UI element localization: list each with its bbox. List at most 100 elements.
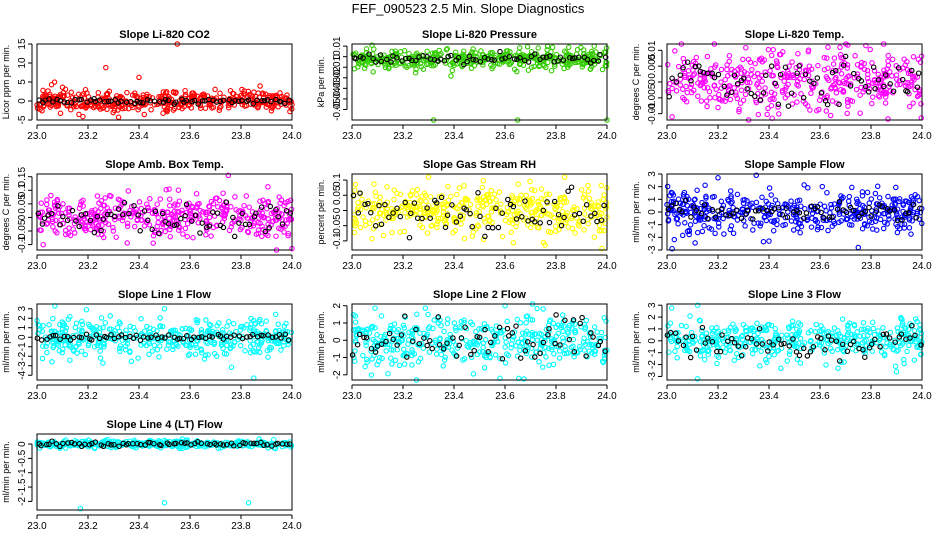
data-point <box>226 97 232 103</box>
data-point <box>473 50 479 56</box>
x-tick-label: 23.0 <box>342 261 362 272</box>
data-point <box>863 337 869 343</box>
data-point <box>890 196 896 203</box>
data-point <box>73 320 80 326</box>
data-point <box>40 323 46 329</box>
data-point <box>435 314 442 320</box>
data-point <box>437 215 444 222</box>
data-point <box>524 339 531 345</box>
data-point <box>35 210 42 217</box>
y-axis-label: ml/min per min. <box>631 311 641 373</box>
data-point <box>230 214 236 221</box>
data-point <box>910 100 916 106</box>
data-point <box>890 88 897 94</box>
data-point <box>858 326 865 333</box>
data-point <box>591 234 598 240</box>
data-point <box>95 89 102 96</box>
data-point <box>256 349 263 356</box>
data-point <box>124 220 131 227</box>
data-point <box>385 370 391 377</box>
data-point <box>672 330 679 336</box>
data-point <box>96 200 102 206</box>
panel-title: Slope Li-820 CO2 <box>119 29 209 41</box>
data-point <box>273 96 279 103</box>
data-point <box>115 196 122 202</box>
data-point <box>140 94 147 101</box>
data-point <box>522 331 529 337</box>
data-point <box>176 104 182 111</box>
data-point <box>220 345 226 352</box>
data-point <box>805 103 811 109</box>
data-point <box>837 80 843 86</box>
data-point <box>763 72 769 79</box>
data-point <box>413 57 419 64</box>
panel-title: Slope Line 4 (LT) Flow <box>107 419 223 431</box>
data-point <box>389 229 395 236</box>
data-point <box>679 209 685 215</box>
data-point <box>686 338 693 344</box>
data-point <box>752 93 758 100</box>
data-point <box>98 315 105 321</box>
data-point <box>901 221 908 227</box>
data-point <box>353 333 360 339</box>
data-point <box>381 341 388 348</box>
data-point <box>80 113 86 120</box>
data-point <box>468 351 474 358</box>
data-point <box>844 65 851 71</box>
data-point <box>391 187 398 193</box>
data-point <box>693 347 700 353</box>
data-point <box>493 323 500 329</box>
data-point <box>166 332 172 338</box>
data-point <box>539 342 545 348</box>
x-axis: 23.0 23.2 23.4 23.6 23.8 24.0 <box>657 254 932 272</box>
data-point <box>694 376 701 382</box>
data-point <box>497 327 504 334</box>
data-point <box>365 200 371 207</box>
data-point <box>869 319 876 326</box>
data-point <box>704 215 711 222</box>
data-point <box>586 51 592 58</box>
data-point <box>778 365 784 372</box>
data-point <box>775 101 782 108</box>
data-point <box>211 340 218 346</box>
data-point <box>184 220 191 227</box>
data-point <box>118 98 124 104</box>
data-point <box>199 92 205 98</box>
data-point <box>802 205 808 212</box>
data-point <box>504 318 510 325</box>
data-point <box>363 342 369 349</box>
data-point <box>388 347 394 353</box>
data-point <box>803 210 810 216</box>
data-point <box>154 346 161 353</box>
data-point <box>827 210 833 216</box>
data-point <box>570 343 576 350</box>
data-point <box>414 311 420 317</box>
data-point <box>413 66 419 73</box>
data-point <box>668 338 675 345</box>
data-point <box>880 325 886 331</box>
data-point <box>552 228 559 235</box>
data-point <box>906 342 912 349</box>
data-point <box>704 103 710 110</box>
data-point <box>581 347 588 353</box>
data-point <box>368 345 375 352</box>
data-point <box>510 217 516 223</box>
data-point <box>875 71 882 78</box>
data-point <box>811 80 817 87</box>
data-point <box>917 351 924 358</box>
data-point <box>711 83 717 89</box>
data-point <box>847 204 854 211</box>
data-point <box>453 219 460 225</box>
data-point <box>561 323 567 329</box>
data-point <box>515 181 521 187</box>
data-point <box>262 91 269 97</box>
data-point <box>736 344 743 351</box>
data-point <box>435 218 441 225</box>
data-point <box>352 319 359 325</box>
x-axis: 23.0 23.2 23.4 23.6 23.8 24.0 <box>657 384 932 402</box>
data-point <box>417 330 423 336</box>
data-point <box>281 202 287 209</box>
data-point <box>733 92 739 98</box>
data-point <box>235 98 242 104</box>
